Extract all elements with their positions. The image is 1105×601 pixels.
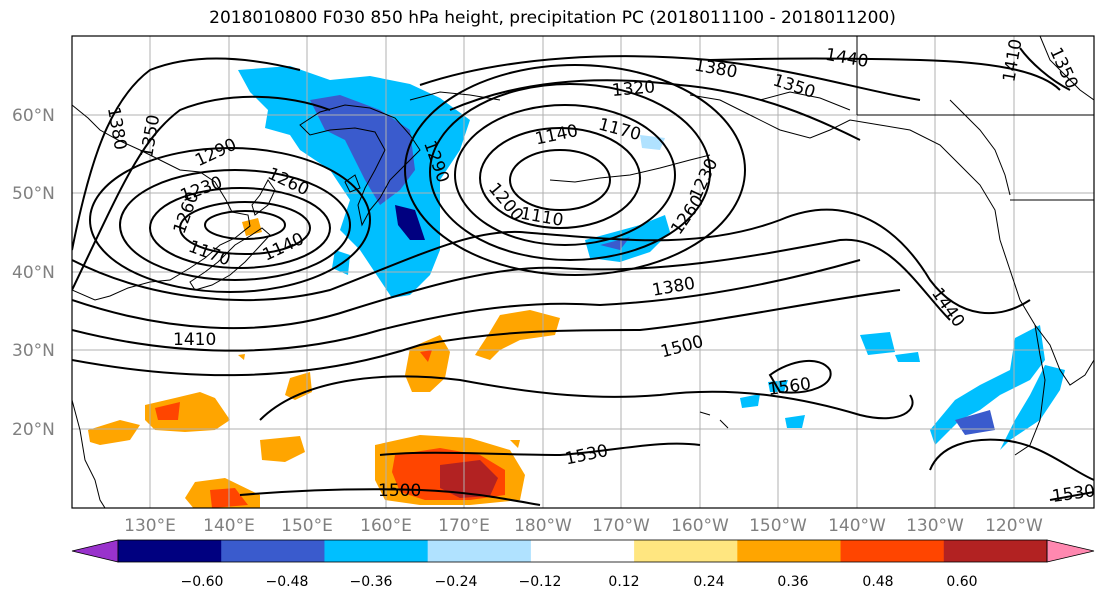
lat-label: 40°N <box>12 263 55 283</box>
lat-label: 30°N <box>12 341 55 361</box>
map-frame <box>71 35 1095 509</box>
colorbar-segment <box>840 540 945 562</box>
colorbar-segment <box>943 540 1048 562</box>
colorbar-segment <box>324 540 429 562</box>
lon-label: 140°W <box>828 516 886 536</box>
lon-label: 130°E <box>124 516 176 536</box>
height-contours <box>72 47 1094 506</box>
colorbar-segment <box>118 540 222 562</box>
colorbar-tick-label: −0.36 <box>350 574 393 590</box>
lon-label: 140°E <box>203 516 255 536</box>
colorbar-tick-label: −0.48 <box>266 574 309 590</box>
colorbar-tick-label: 0.24 <box>693 574 724 590</box>
lat-label: 60°N <box>12 106 55 126</box>
lon-label: 170°E <box>438 516 490 536</box>
colorbar-segment <box>530 540 635 562</box>
colorbar-extend-high <box>1046 539 1095 563</box>
colorbar-segment <box>737 540 842 562</box>
colorbar-tick-label: 0.60 <box>946 574 977 590</box>
latitude-labels: 60°N 50°N 40°N 30°N 20°N <box>12 106 55 440</box>
colorbar-tick-labels: −0.60 −0.48 −0.36 −0.24 −0.12 0.12 0.24 … <box>181 574 978 590</box>
colorbar-tick-label: 0.48 <box>862 574 893 590</box>
lon-label: 130°W <box>906 516 964 536</box>
map-title: 2018010800 F030 850 hPa height, precipit… <box>209 8 896 28</box>
colorbar-tick-label: 0.12 <box>608 574 639 590</box>
colorbar-segment <box>634 540 738 562</box>
lat-label: 20°N <box>12 420 55 440</box>
colorbar-segment <box>221 540 325 562</box>
colorbar-outline <box>117 539 1048 563</box>
colorbar-extend-low <box>71 539 119 563</box>
colorbar-tick-label: 0.36 <box>777 574 808 590</box>
colorbar-tick-label: −0.24 <box>435 574 478 590</box>
lon-label: 160°E <box>360 516 412 536</box>
lon-label: 160°W <box>671 516 729 536</box>
colorbar-segments <box>71 539 1095 563</box>
colorbar: −0.60 −0.48 −0.36 −0.24 −0.12 0.12 0.24 … <box>71 539 1095 590</box>
lon-label: 170°W <box>592 516 650 536</box>
colorbar-segment <box>427 540 532 562</box>
contour-label: 1320 <box>611 77 656 101</box>
lon-label: 150°W <box>749 516 807 536</box>
precip-negative-shading <box>238 66 1065 450</box>
lat-label: 50°N <box>12 184 55 204</box>
colorbar-tick-label: −0.60 <box>181 574 224 590</box>
lon-label: 150°E <box>281 516 333 536</box>
lon-label: 120°W <box>985 516 1043 536</box>
coastlines <box>72 36 1094 508</box>
colorbar-tick-label: −0.12 <box>519 574 562 590</box>
contour-label: 1410 <box>173 330 216 350</box>
longitude-labels: 130°E 140°E 150°E 160°E 170°E 180°W 170°… <box>124 516 1043 536</box>
contour-label: 1500 <box>378 481 421 501</box>
lon-label: 180°W <box>514 516 572 536</box>
